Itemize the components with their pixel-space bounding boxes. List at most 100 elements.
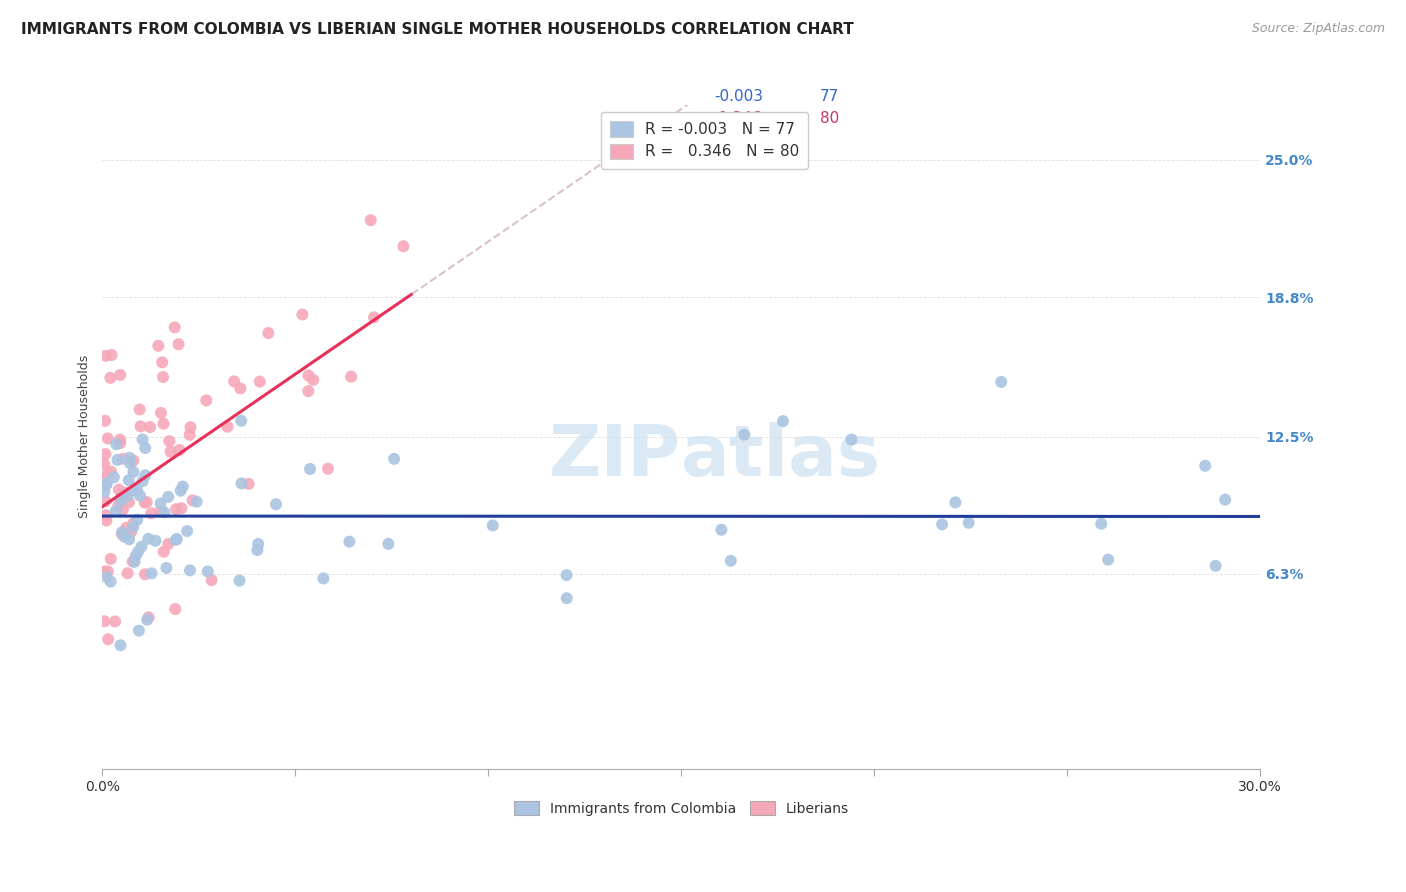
Point: [931, 517, 953, 532]
Point: [555, 568, 578, 582]
Point: [94, 349, 117, 363]
Point: [141, 506, 163, 520]
Point: [131, 433, 153, 447]
Point: [111, 527, 134, 541]
Text: 0.346: 0.346: [718, 112, 762, 126]
Point: [155, 561, 177, 575]
Point: [94, 494, 117, 508]
Point: [163, 320, 186, 334]
Point: [124, 555, 146, 569]
Point: [377, 537, 399, 551]
Point: [97, 565, 120, 579]
Text: IMMIGRANTS FROM COLOMBIA VS LIBERIAN SINGLE MOTHER HOUSEHOLDS CORRELATION CHART: IMMIGRANTS FROM COLOMBIA VS LIBERIAN SIN…: [21, 22, 853, 37]
Point: [945, 495, 967, 509]
Point: [231, 476, 253, 491]
Point: [170, 501, 193, 516]
Point: [167, 337, 190, 351]
Point: [110, 638, 132, 652]
Point: [1194, 458, 1216, 473]
Point: [100, 465, 122, 479]
Point: [291, 308, 314, 322]
Point: [238, 476, 260, 491]
Text: -0.003: -0.003: [714, 89, 763, 103]
Point: [112, 530, 135, 544]
Point: [247, 537, 270, 551]
Point: [159, 444, 181, 458]
Point: [382, 451, 405, 466]
Point: [122, 516, 145, 531]
Point: [169, 443, 191, 458]
Point: [136, 613, 159, 627]
Point: [96, 477, 118, 491]
Point: [153, 545, 176, 559]
Text: atlas: atlas: [682, 422, 882, 491]
Point: [115, 485, 138, 500]
Point: [111, 525, 134, 540]
Point: [118, 473, 141, 487]
Point: [128, 402, 150, 417]
Point: [176, 524, 198, 538]
Point: [93, 565, 115, 579]
Point: [138, 532, 160, 546]
Point: [110, 489, 132, 503]
Point: [172, 479, 194, 493]
Point: [107, 499, 129, 513]
Point: [733, 427, 755, 442]
Point: [117, 566, 139, 581]
Point: [128, 624, 150, 638]
Point: [141, 566, 163, 581]
Point: [1090, 516, 1112, 531]
Point: [122, 453, 145, 467]
Point: [108, 433, 131, 447]
Point: [134, 567, 156, 582]
Point: [129, 489, 152, 503]
Point: [149, 406, 172, 420]
Point: [93, 614, 115, 628]
Point: [179, 427, 201, 442]
Point: [246, 543, 269, 558]
Point: [179, 563, 201, 577]
Point: [135, 495, 157, 509]
Point: [363, 310, 385, 325]
Point: [112, 451, 135, 466]
Point: [340, 369, 363, 384]
Point: [312, 571, 335, 585]
Point: [96, 476, 118, 491]
Point: [1213, 492, 1236, 507]
Point: [100, 574, 122, 589]
Point: [100, 348, 122, 362]
Point: [231, 414, 253, 428]
Point: [195, 393, 218, 408]
Point: [157, 434, 180, 449]
Point: [104, 615, 127, 629]
Point: [112, 490, 135, 504]
Point: [297, 384, 319, 398]
Point: [1097, 552, 1119, 566]
Point: [120, 524, 142, 539]
Point: [165, 602, 187, 616]
Text: Source: ZipAtlas.com: Source: ZipAtlas.com: [1251, 22, 1385, 36]
Point: [157, 537, 180, 551]
Point: [149, 504, 172, 518]
Point: [152, 417, 174, 431]
Point: [105, 437, 128, 451]
Point: [134, 468, 156, 483]
Point: [302, 373, 325, 387]
Point: [165, 533, 187, 547]
Point: [481, 518, 503, 533]
Point: [111, 502, 134, 516]
Point: [150, 355, 173, 369]
Point: [122, 483, 145, 498]
Point: [139, 420, 162, 434]
Point: [149, 496, 172, 510]
Point: [115, 521, 138, 535]
Point: [117, 489, 139, 503]
Point: [257, 326, 280, 340]
Point: [104, 504, 127, 518]
Text: 80: 80: [820, 112, 839, 126]
Point: [94, 508, 117, 523]
Point: [200, 573, 222, 587]
Point: [96, 570, 118, 584]
Point: [249, 375, 271, 389]
Point: [299, 462, 322, 476]
